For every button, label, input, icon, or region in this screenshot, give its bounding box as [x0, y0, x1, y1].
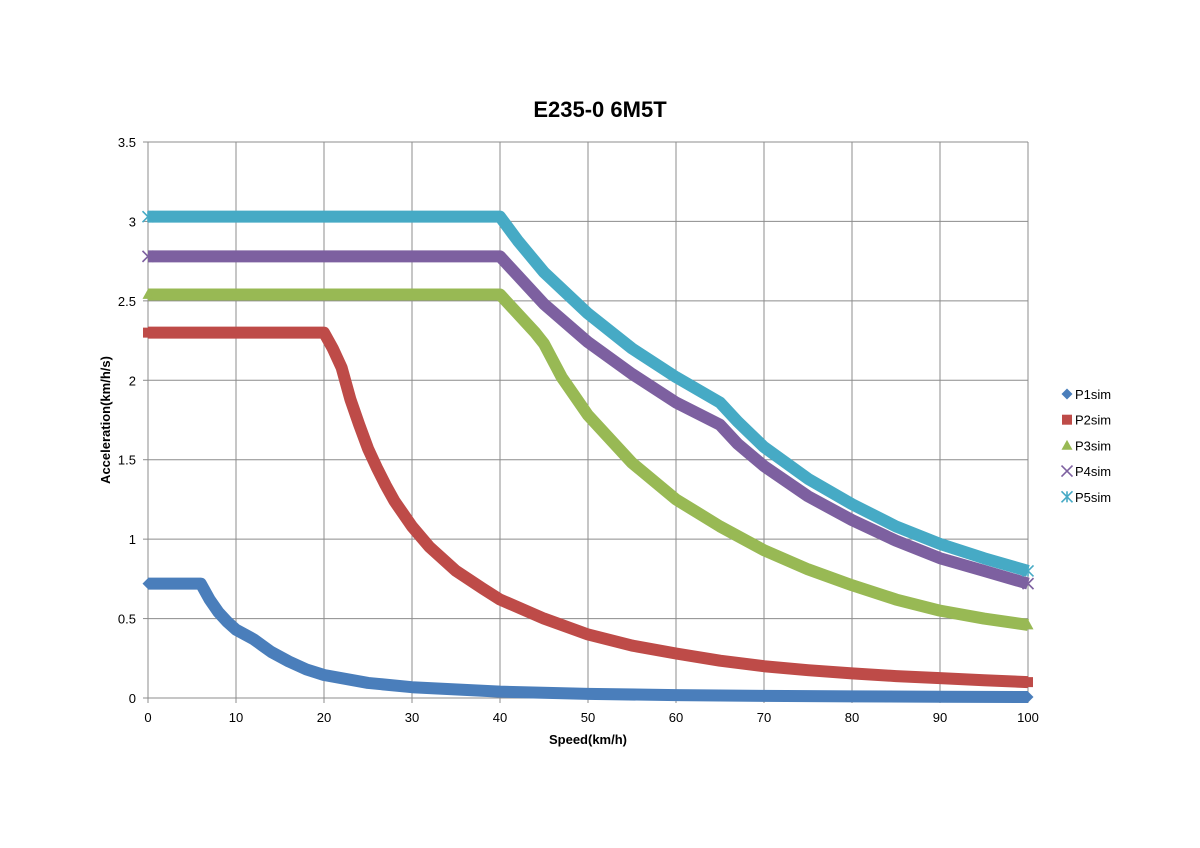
- x-tick-label: 90: [933, 710, 947, 725]
- data-point: [141, 210, 155, 223]
- legend-item: P2sim: [1062, 413, 1111, 428]
- y-tick-label: 1.5: [118, 453, 136, 468]
- chart-title: E235-0 6M5T: [533, 97, 667, 122]
- legend-marker-icon: [1061, 439, 1073, 450]
- y-tick-label: 3.5: [118, 135, 136, 150]
- x-tick-label: 60: [669, 710, 683, 725]
- x-tick-label: 10: [229, 710, 243, 725]
- series-layer: [141, 210, 1035, 704]
- series-P5sim: [141, 210, 1035, 577]
- legend-marker-icon: [1061, 388, 1073, 400]
- x-tick-label: 0: [144, 710, 151, 725]
- legend-item: P5sim: [1060, 490, 1111, 505]
- series-line: [148, 250, 1030, 590]
- y-tick-label: 2.5: [118, 294, 136, 309]
- y-tick-label: 0.5: [118, 612, 136, 627]
- data-point: [142, 289, 154, 299]
- data-point: [141, 250, 155, 263]
- legend-marker-icon: [1060, 490, 1074, 503]
- legend-marker-icon: [1062, 414, 1072, 425]
- series-P1sim: [142, 577, 1034, 704]
- data-point: [1023, 677, 1033, 688]
- data-point: [1021, 564, 1035, 577]
- x-tick-label: 70: [757, 710, 771, 725]
- x-tick-label: 30: [405, 710, 419, 725]
- y-axis-title: Acceleration(km/h/s): [98, 356, 113, 484]
- legend-label: P5sim: [1075, 490, 1111, 505]
- legend: P1sim P2sim P3sim P4sim P5sim: [1060, 387, 1111, 505]
- x-tick-label: 100: [1017, 710, 1039, 725]
- data-point: [1022, 619, 1034, 630]
- data-point: [1021, 577, 1035, 590]
- y-tick-label: 0: [129, 691, 136, 706]
- x-tick-label: 20: [317, 710, 331, 725]
- legend-item: P1sim: [1061, 387, 1111, 402]
- legend-label: P2sim: [1075, 413, 1111, 428]
- x-tick-label: 40: [493, 710, 507, 725]
- x-axis-title: Speed(km/h): [549, 732, 627, 747]
- legend-marker-icon: [1060, 465, 1074, 478]
- series-line: [148, 288, 1029, 631]
- x-tick-label: 50: [581, 710, 595, 725]
- legend-label: P1sim: [1075, 387, 1111, 402]
- legend-label: P3sim: [1075, 438, 1111, 453]
- series-P2sim: [143, 326, 1033, 689]
- data-point: [143, 327, 153, 338]
- data-point: [142, 578, 154, 590]
- series-line: [148, 326, 1029, 689]
- series-P3sim: [142, 288, 1034, 631]
- series-line: [148, 577, 1029, 704]
- y-tick-label: 3: [129, 214, 136, 229]
- y-tick-label: 2: [129, 373, 136, 388]
- y-tick-label: 1: [129, 532, 136, 547]
- legend-item: P3sim: [1061, 438, 1111, 453]
- legend-item: P4sim: [1060, 464, 1111, 479]
- axes: 0 10 20 30 40 50 60 70 80 90 100 0 0.5 1 1.5 2 2.5 3 3.5: [118, 135, 1039, 725]
- legend-label: P4sim: [1075, 464, 1111, 479]
- x-tick-label: 80: [845, 710, 859, 725]
- series-P4sim: [141, 250, 1035, 590]
- data-point: [1022, 691, 1034, 703]
- series-line: [148, 210, 1030, 577]
- grid: [147, 141, 1029, 699]
